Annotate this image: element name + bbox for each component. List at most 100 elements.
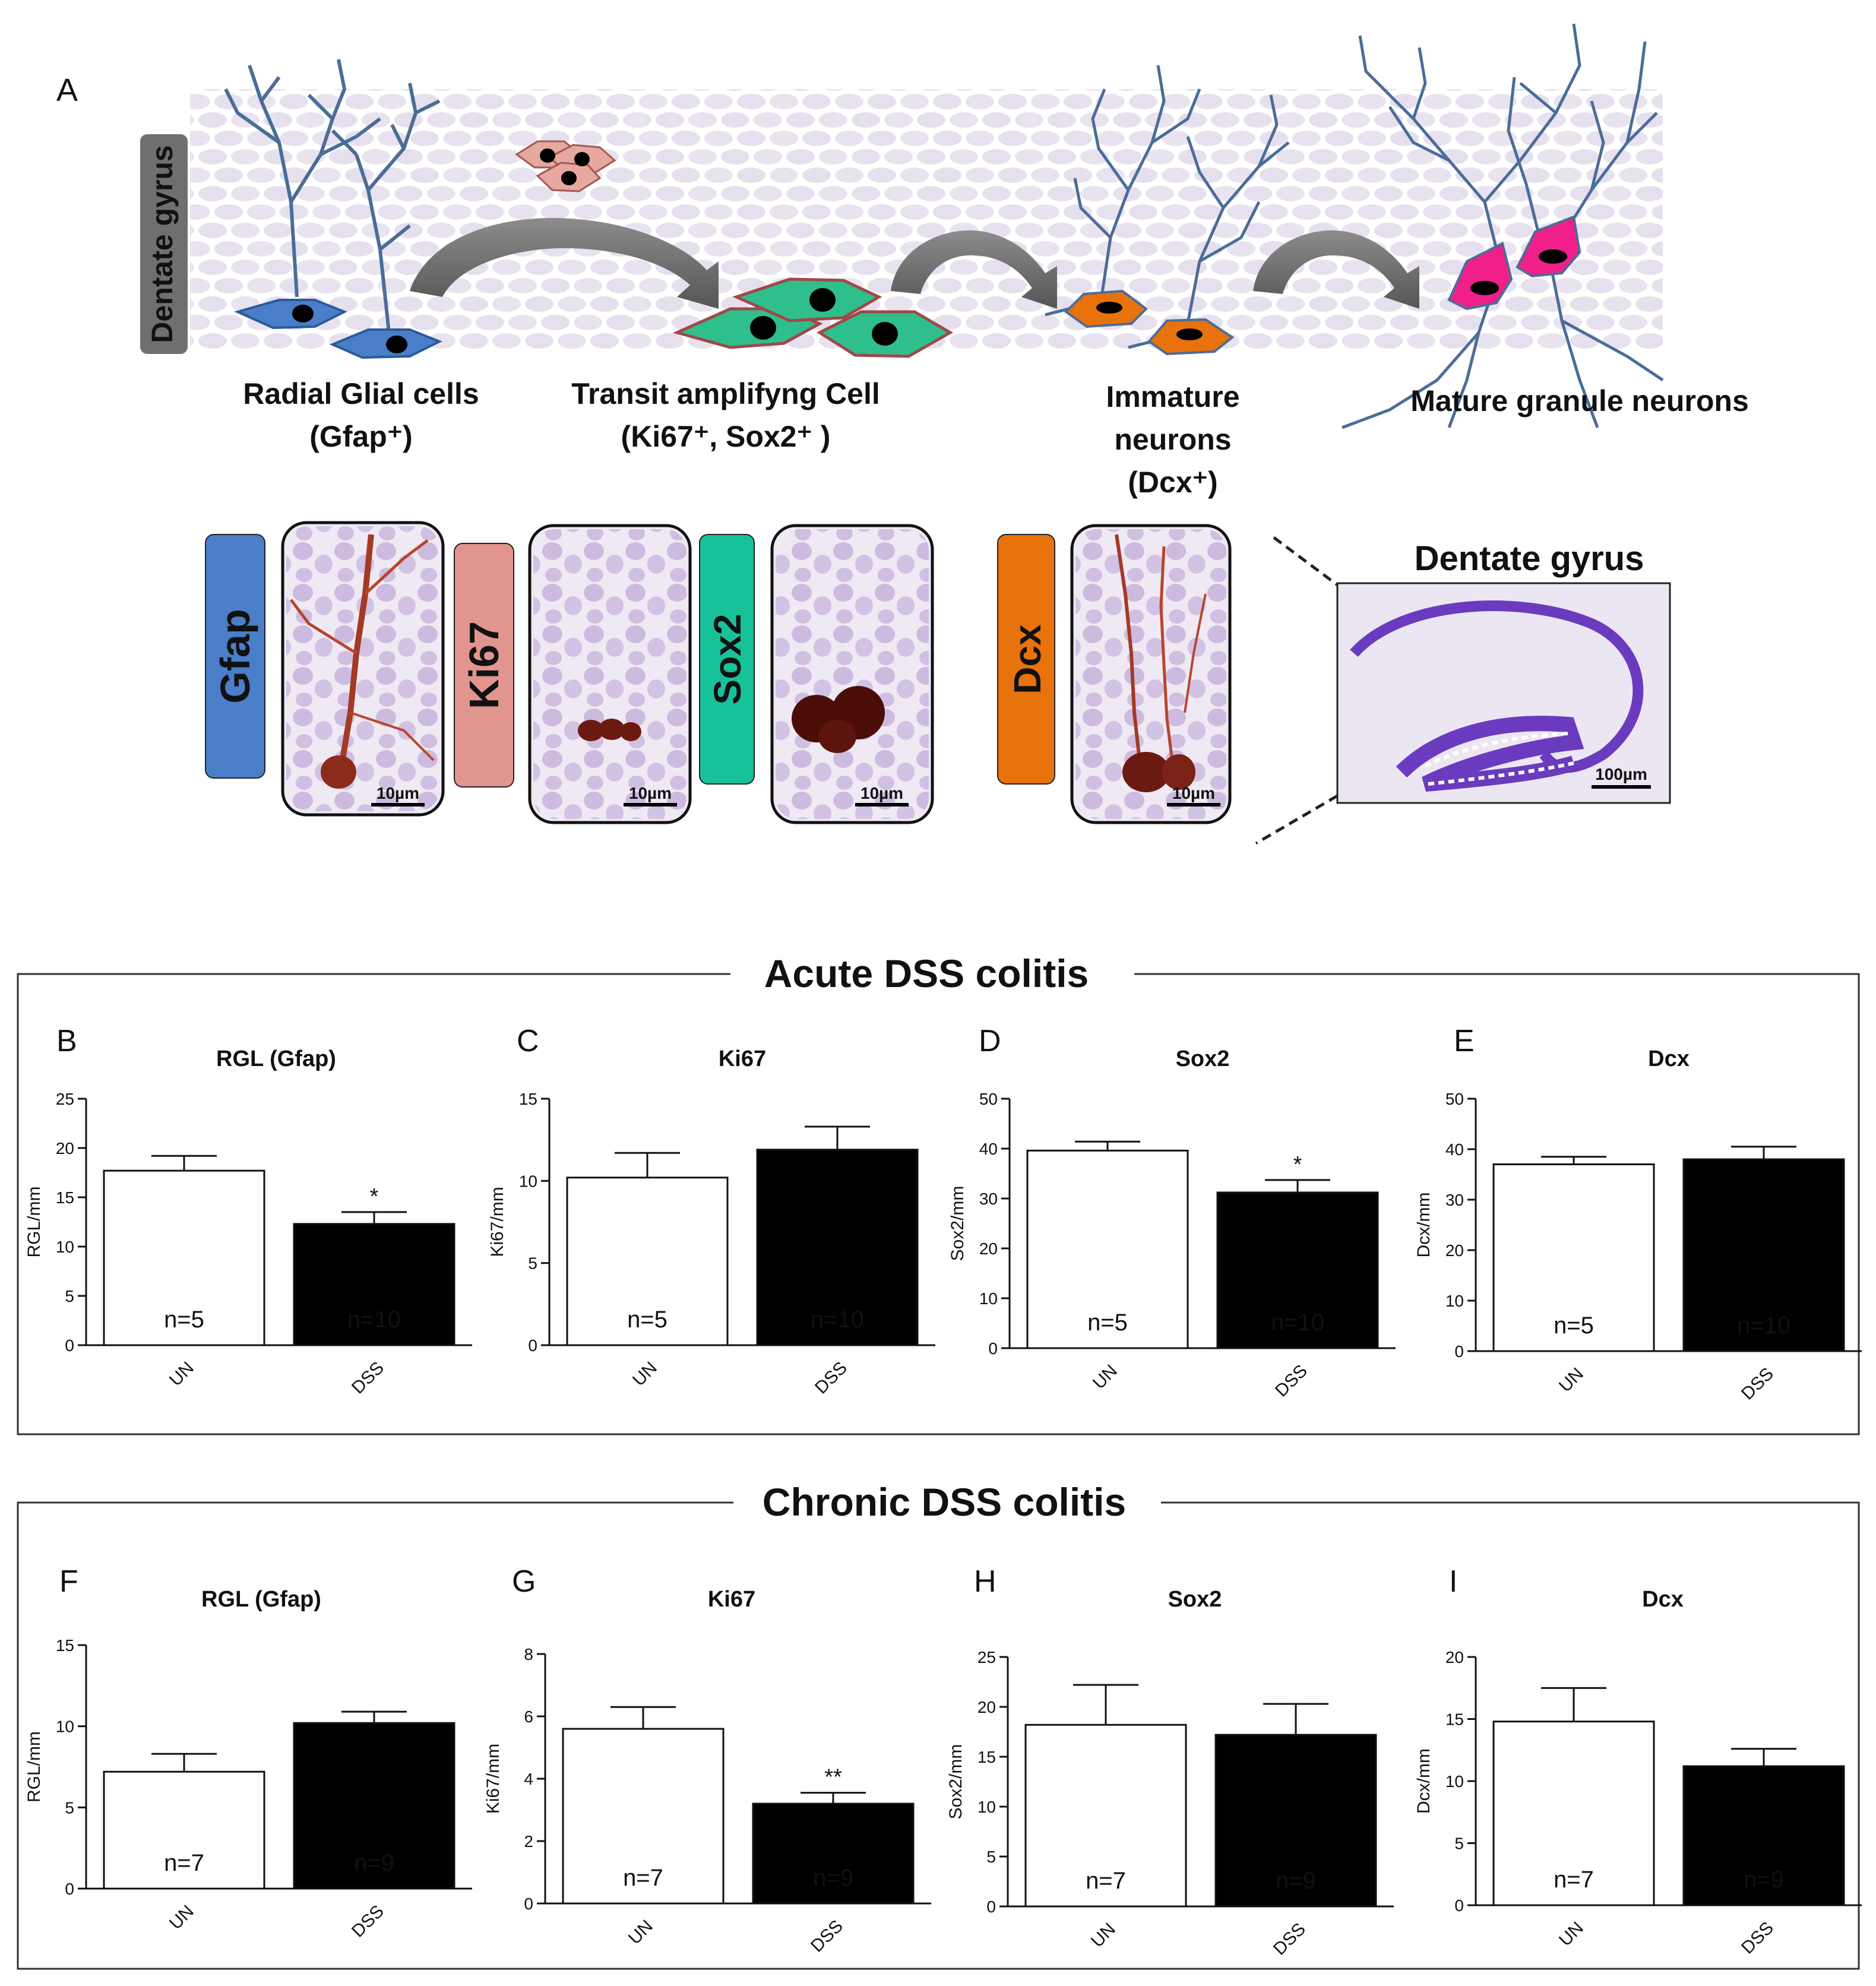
panel-letter: I	[1449, 1564, 1457, 1599]
bar-dss	[752, 1802, 915, 1905]
micrograph-ki67: 10µm	[528, 524, 692, 824]
x-tick-label: DSS	[1271, 1361, 1311, 1401]
radial-glial-cells-illustration	[224, 59, 441, 333]
panel-letter: E	[1454, 1024, 1475, 1058]
bar-dss	[1216, 1191, 1379, 1349]
scale-bar-ki67: 10µm	[629, 784, 672, 802]
x-tick-label: UN	[166, 1902, 198, 1934]
y-tick-label: 15	[519, 1090, 537, 1108]
y-tick-label: 0	[1454, 1896, 1464, 1915]
bar-dss	[1682, 1158, 1845, 1352]
y-tick-label: 6	[524, 1707, 533, 1726]
x-tick-label: DSS	[1738, 1918, 1777, 1958]
bar-un	[1024, 1723, 1187, 1908]
y-tick-label: 10	[1445, 1292, 1464, 1310]
stage-labels: Radial Glial cells (Gfap⁺) Transit ampli…	[243, 377, 1748, 499]
n-label: n=7	[1554, 1867, 1594, 1893]
y-tick-label: 15	[1445, 1710, 1464, 1729]
section-chronic: Chronic DSS colitis	[17, 1480, 1860, 1970]
y-tick-label: 0	[986, 1898, 996, 1916]
y-tick-label: 40	[979, 1140, 998, 1158]
mature-neuron-bodies	[1447, 215, 1581, 311]
chart-title: Sox2	[1168, 1587, 1222, 1612]
bar-un	[1026, 1149, 1189, 1349]
bar-un	[566, 1177, 729, 1346]
y-tick-label: 25	[977, 1648, 996, 1666]
radial-glial-cell-bodies	[234, 299, 442, 359]
x-tick-label: DSS	[807, 1917, 847, 1956]
immature-neuron-bodies	[1064, 289, 1235, 356]
marker-tag-dcx: Dcx	[997, 534, 1055, 785]
chart-h: H Sox2 0 5 10 15 20 25 Sox2/mm n=7 UN n=9 DSS	[946, 1564, 1394, 1959]
significance-mark: *	[370, 1184, 379, 1209]
immature-label-line1: Immature	[1106, 380, 1239, 413]
marker-tags: Gfap Ki67 Sox2 Dcx	[205, 534, 1055, 788]
chart-e: E Dcx 0 10 20 30 40 50 Dcx/mm n=5 UN n=10 DSS	[1414, 1024, 1862, 1404]
bar-dss	[293, 1223, 455, 1346]
section-acute: Acute DSS colitis	[17, 951, 1860, 1435]
chart-title: RGL (Gfap)	[216, 1046, 336, 1071]
marker-label-gfap: Gfap	[212, 609, 258, 703]
bar-un	[103, 1169, 265, 1346]
y-tick-label: 4	[524, 1770, 533, 1788]
y-axis-label: Dcx/mm	[1414, 1193, 1434, 1258]
micrograph-gfap: 10µm	[281, 521, 445, 817]
immature-label-line2: neurons	[1114, 423, 1231, 456]
bar-dss	[293, 1722, 455, 1890]
y-axis-label: Sox2/mm	[948, 1186, 967, 1261]
chart-title: Ki67	[708, 1587, 755, 1612]
marker-tag-gfap: Gfap	[205, 534, 265, 779]
mature-neurons-illustration	[1342, 23, 1664, 429]
bar-dss	[1214, 1734, 1377, 1908]
arrow-rgl-to-tac	[410, 218, 719, 309]
n-label: n=10	[1271, 1310, 1324, 1336]
immature-neurons-illustration	[1045, 65, 1290, 349]
n-label: n=9	[813, 1865, 853, 1891]
panel-letter: C	[517, 1024, 539, 1058]
y-tick-label: 0	[988, 1339, 998, 1358]
y-tick-label: 8	[524, 1645, 533, 1664]
y-tick-label: 50	[979, 1090, 998, 1108]
y-tick-label: 0	[65, 1336, 74, 1355]
micrograph-dcx: 10µm	[1070, 524, 1232, 824]
y-tick-label: 5	[986, 1848, 996, 1866]
n-label: n=7	[164, 1850, 204, 1876]
y-tick-label: 20	[1445, 1648, 1464, 1666]
marker-label-ki67: Ki67	[461, 621, 507, 709]
y-tick-label: 5	[65, 1287, 74, 1305]
section-title-chronic: Chronic DSS colitis	[763, 1480, 1126, 1524]
n-label: n=5	[164, 1307, 204, 1333]
panel-a: A Dentate gyrus	[56, 23, 1749, 845]
y-tick-label: 10	[56, 1718, 74, 1736]
y-tick-label: 10	[56, 1238, 74, 1256]
chart-c: C Ki67 0 5 10 15 Ki67/mm n=5 UN n=10 DSS	[488, 1024, 935, 1398]
n-label: n=9	[1276, 1868, 1316, 1894]
x-tick-label: DSS	[1738, 1364, 1777, 1404]
x-tick-label: UN	[625, 1917, 657, 1949]
x-tick-label: DSS	[811, 1358, 851, 1398]
n-label: n=7	[1086, 1868, 1126, 1894]
chart-d: D Sox2 0 10 20 30 40 50 Sox2/mm n=5 UN n=10 * DSS	[948, 1024, 1396, 1401]
marker-tag-sox2: Sox2	[699, 534, 755, 785]
y-tick-label: 5	[528, 1254, 537, 1273]
significance-mark: *	[1293, 1152, 1302, 1177]
panel-letter: B	[56, 1024, 77, 1058]
y-axis-label: Sox2/mm	[946, 1744, 966, 1820]
tac-label-line1: Transit amplifyng Cell	[571, 377, 880, 410]
x-tick-label: UN	[166, 1358, 198, 1390]
significance-mark: **	[824, 1765, 842, 1790]
y-tick-label: 2	[524, 1832, 533, 1851]
y-axis-label: RGL/mm	[24, 1731, 44, 1802]
immature-label-line3: (Dcx⁺)	[1128, 466, 1217, 499]
rgl-label-line2: (Gfap⁺)	[309, 420, 413, 453]
bar-un	[1492, 1163, 1655, 1352]
panel-letter: G	[512, 1564, 536, 1599]
chart-g: G Ki67 0 2 4 6 8 Ki67/mm n=7 UN n=9 ** DSS	[483, 1564, 931, 1956]
x-tick-label: DSS	[348, 1902, 388, 1941]
bar-un	[1492, 1721, 1655, 1906]
x-tick-label: UN	[1555, 1364, 1587, 1396]
y-tick-label: 5	[1454, 1835, 1464, 1853]
panel-letter: H	[974, 1564, 996, 1599]
marker-tag-ki67: Ki67	[454, 543, 514, 788]
